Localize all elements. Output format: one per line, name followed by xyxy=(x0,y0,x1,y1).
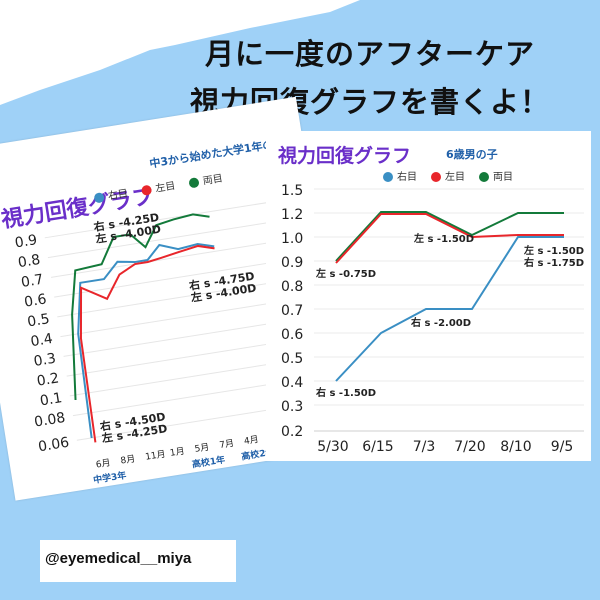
svg-text:0.1: 0.1 xyxy=(39,390,63,409)
svg-text:9/5: 9/5 xyxy=(551,439,574,455)
dot-icon xyxy=(140,184,153,197)
svg-text:中学3年: 中学3年 xyxy=(92,469,127,486)
svg-text:0.4: 0.4 xyxy=(281,375,303,391)
dot-icon xyxy=(188,177,200,189)
svg-text:0.2: 0.2 xyxy=(36,370,60,389)
dot-icon xyxy=(431,172,441,182)
svg-text:0.8: 0.8 xyxy=(281,279,303,295)
svg-text:0.6: 0.6 xyxy=(281,327,303,343)
svg-text:0.3: 0.3 xyxy=(281,399,303,415)
svg-text:0.5: 0.5 xyxy=(26,311,50,330)
svg-text:1.0: 1.0 xyxy=(281,231,303,247)
svg-text:7月: 7月 xyxy=(219,438,235,451)
headline-line1: 月に一度のアフターケア xyxy=(204,37,535,71)
svg-text:0.6: 0.6 xyxy=(23,291,48,310)
svg-text:0.9: 0.9 xyxy=(14,232,38,251)
svg-text:1.2: 1.2 xyxy=(281,207,303,223)
account-handle-banner: @eyemedical__miya xyxy=(40,540,236,582)
legend-both-eyes: 両目 xyxy=(479,168,513,183)
svg-text:0.5: 0.5 xyxy=(281,351,303,367)
right-chart-card: 視力回復グラフ 6歳男の子 右目 左目 両目 1.5 1.2 1.0 0.9 0.8 0… xyxy=(266,131,591,461)
svg-text:5月: 5月 xyxy=(194,442,210,455)
svg-text:4月: 4月 xyxy=(243,434,259,447)
right-chart-title: 視力回復グラフ xyxy=(278,145,412,167)
svg-text:11月: 11月 xyxy=(144,449,166,463)
svg-text:5/30: 5/30 xyxy=(317,439,348,455)
account-handle: @eyemedical__miya xyxy=(45,550,192,567)
svg-text:6月: 6月 xyxy=(95,457,111,470)
legend-right-eye: 右目 xyxy=(383,168,417,183)
legend-left-eye: 左目 xyxy=(431,168,465,183)
svg-text:0.7: 0.7 xyxy=(20,272,44,291)
annotation-right-mid: 右 s -2.00D xyxy=(411,318,472,329)
right-chart-plot: 1.5 1.2 1.0 0.9 0.8 0.7 0.6 0.5 0.4 0.3 0.2 5/30… xyxy=(281,183,584,455)
dot-icon xyxy=(479,172,489,182)
annotation-end: 左 s -1.50D 右 s -1.75D xyxy=(524,246,585,269)
svg-text:7/20: 7/20 xyxy=(454,439,485,455)
svg-text:6/15: 6/15 xyxy=(362,439,393,455)
svg-text:0.9: 0.9 xyxy=(281,255,303,271)
svg-text:8月: 8月 xyxy=(120,453,136,466)
annotation-left-start: 左 s -0.75D xyxy=(316,269,377,280)
legend-both-eyes: 両目 xyxy=(188,169,224,189)
dot-icon xyxy=(93,192,105,204)
svg-text:8/10: 8/10 xyxy=(500,439,531,455)
svg-text:0.3: 0.3 xyxy=(33,351,57,370)
svg-text:高校1年: 高校1年 xyxy=(191,453,226,470)
svg-text:0.06: 0.06 xyxy=(37,435,70,456)
right-chart-legend: 右目 左目 両目 xyxy=(383,168,513,183)
svg-text:0.2: 0.2 xyxy=(281,424,303,440)
svg-text:0.4: 0.4 xyxy=(29,331,54,350)
svg-text:7/3: 7/3 xyxy=(413,439,436,455)
svg-text:0.08: 0.08 xyxy=(33,410,66,431)
svg-text:1月: 1月 xyxy=(169,446,185,459)
svg-text:0.7: 0.7 xyxy=(281,303,303,319)
headline: 月に一度のアフターケア 視力回復グラフを書くよ！ xyxy=(150,30,590,126)
annotation-left-mid: 左 s -1.50D xyxy=(414,234,475,245)
annotation-right-start: 右 s -1.50D xyxy=(316,388,377,399)
svg-text:0.8: 0.8 xyxy=(17,252,41,271)
right-chart-subtitle: 6歳男の子 xyxy=(446,148,498,161)
dot-icon xyxy=(383,172,393,182)
svg-text:1.5: 1.5 xyxy=(281,183,303,199)
